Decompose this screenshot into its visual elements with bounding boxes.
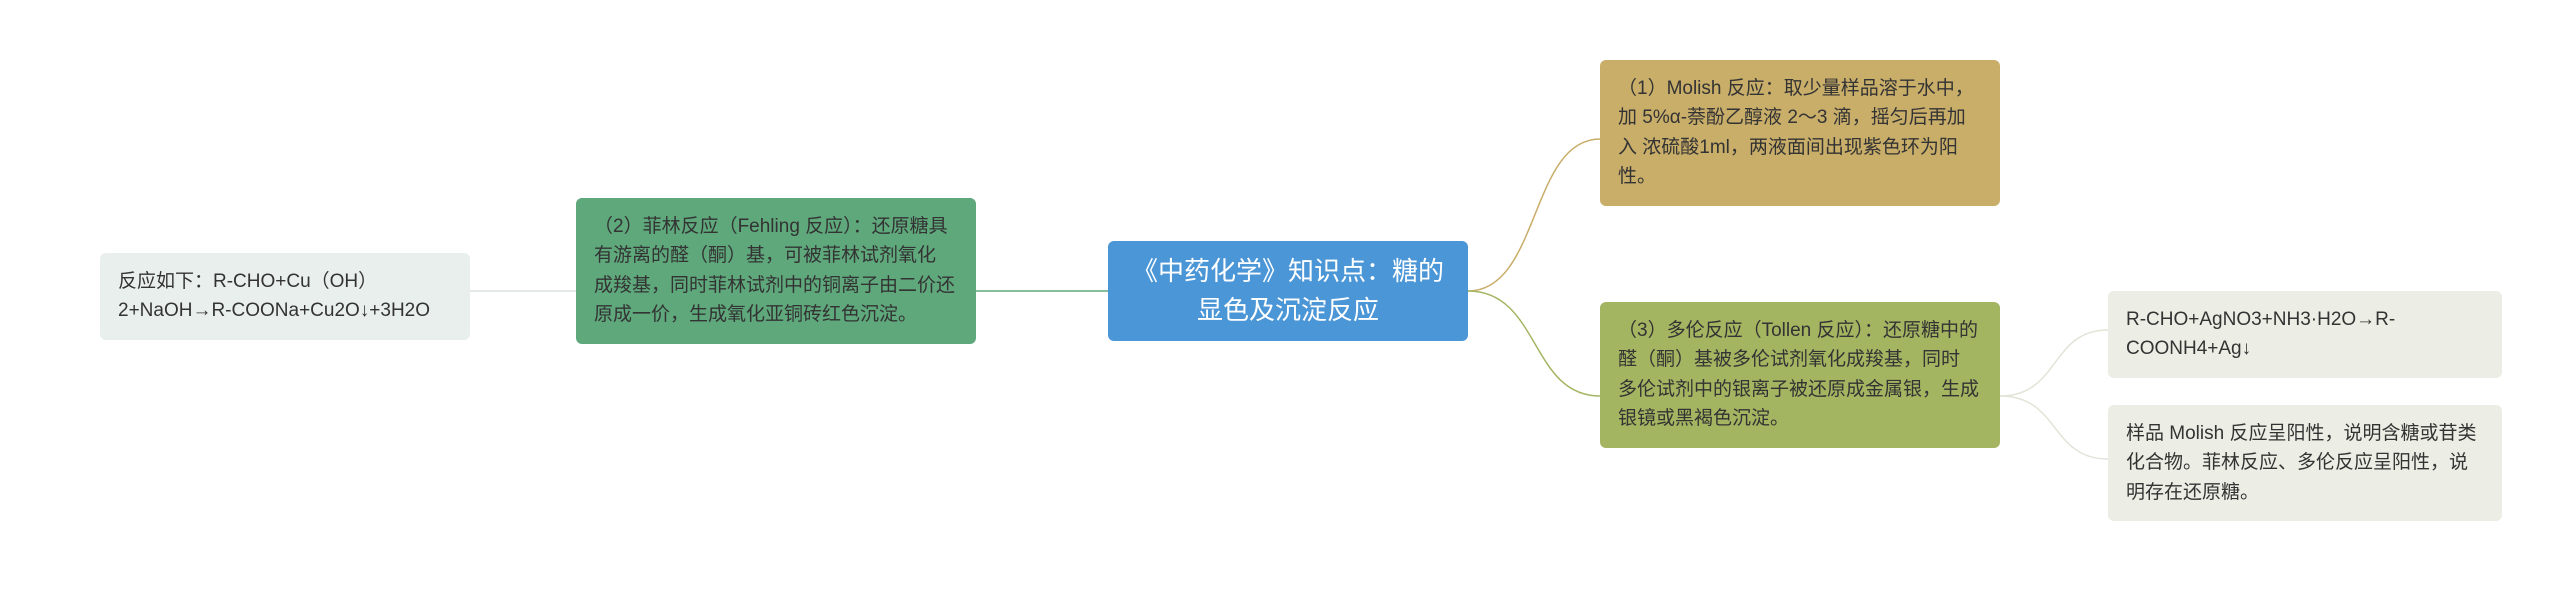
node-tollen-eq-text: R-CHO+AgNO3+NH3·H2O→R-COONH4+Ag↓ — [2126, 309, 2395, 359]
node-tollen-text: （3）多伦反应（Tollen 反应）：还原糖中的醛（酮）基被多伦试剂氧化成羧基，… — [1618, 320, 1979, 429]
node-fehling: （2）菲林反应（Fehling 反应）：还原糖具有游离的醛（酮）基，可被菲林试剂… — [576, 198, 976, 344]
node-tollen-eq: R-CHO+AgNO3+NH3·H2O→R-COONH4+Ag↓ — [2108, 291, 2502, 378]
node-molish: （1）Molish 反应：取少量样品溶于水中，加 5%α-萘酚乙醇液 2～3 滴… — [1600, 60, 2000, 206]
node-fehling-eq-text: 反应如下：R-CHO+Cu（OH）2+NaOH→R-COONa+Cu2O↓+3H… — [118, 271, 430, 321]
node-summary-text: 样品 Molish 反应呈阳性，说明含糖或苷类化合物。菲林反应、多伦反应呈阳性，… — [2126, 423, 2476, 503]
center-node: 《中药化学》知识点：糖的显色及沉淀反应 — [1108, 241, 1468, 341]
node-molish-text: （1）Molish 反应：取少量样品溶于水中，加 5%α-萘酚乙醇液 2～3 滴… — [1618, 78, 1974, 187]
node-fehling-eq: 反应如下：R-CHO+Cu（OH）2+NaOH→R-COONa+Cu2O↓+3H… — [100, 253, 470, 340]
node-fehling-text: （2）菲林反应（Fehling 反应）：还原糖具有游离的醛（酮）基，可被菲林试剂… — [594, 216, 955, 325]
node-summary: 样品 Molish 反应呈阳性，说明含糖或苷类化合物。菲林反应、多伦反应呈阳性，… — [2108, 405, 2502, 521]
center-text: 《中药化学》知识点：糖的显色及沉淀反应 — [1126, 252, 1450, 330]
node-tollen: （3）多伦反应（Tollen 反应）：还原糖中的醛（酮）基被多伦试剂氧化成羧基，… — [1600, 302, 2000, 448]
